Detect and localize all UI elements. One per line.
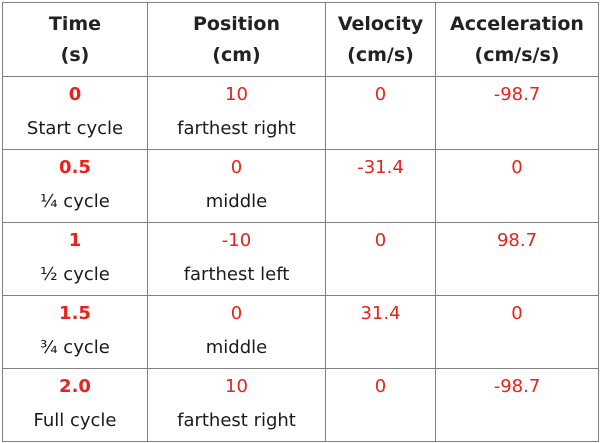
position-label: farthest left [183,264,290,285]
table-row: 0.5 ¼ cycle 0 middle -31.4 0 [2,149,599,223]
time-value: 2.0 [59,376,91,397]
header-velocity-title: Velocity [337,12,424,35]
time-label: ½ cycle [40,264,110,285]
header-row: Time (s) Position (cm) Velocity (cm/s) A… [2,2,599,77]
header-acceleration-title: Acceleration [450,12,584,35]
position-label: middle [205,191,268,212]
table-row: 1.5 ¾ cycle 0 middle 31.4 0 [2,295,599,369]
time-label: ¼ cycle [40,191,110,212]
time-cell: 0 Start cycle [2,76,148,150]
table-row: 1 ½ cycle -10 farthest left 0 98.7 [2,222,599,296]
acceleration-cell: 98.7 [435,222,599,296]
velocity-cell: 0 [325,222,436,296]
table-row: 0 Start cycle 10 farthest right 0 -98.7 [2,76,599,150]
time-value: 1.5 [59,303,91,324]
time-value: 1 [68,230,82,251]
acceleration-value: -98.7 [493,376,541,397]
time-cell: 1.5 ¾ cycle [2,295,148,369]
position-cell: 10 farthest right [147,368,326,442]
position-cell: 0 middle [147,295,326,369]
header-position-title: Position [193,12,280,35]
time-value: 0.5 [59,157,91,178]
time-cell: 0.5 ¼ cycle [2,149,148,223]
time-cell: 2.0 Full cycle [2,368,148,442]
acceleration-value: 98.7 [496,230,538,251]
time-value: 0 [68,84,82,105]
velocity-value: 0 [374,230,387,251]
position-label: farthest right [177,118,296,139]
acceleration-cell: 0 [435,149,599,223]
time-label: Start cycle [26,118,124,139]
table-row: 2.0 Full cycle 10 farthest right 0 -98.7 [2,368,599,442]
position-value: 10 [225,84,248,105]
header-acceleration: Acceleration (cm/s/s) [435,2,599,77]
position-cell: 10 farthest right [147,76,326,150]
position-value: 0 [230,303,243,324]
time-label: ¾ cycle [40,337,110,358]
position-value: 0 [230,157,243,178]
header-time: Time (s) [2,2,148,77]
header-time-title: Time [48,12,102,35]
velocity-cell: -31.4 [325,149,436,223]
header-acceleration-unit: (cm/s/s) [474,43,560,66]
header-position: Position (cm) [147,2,326,77]
position-label: farthest right [177,410,296,431]
acceleration-cell: -98.7 [435,368,599,442]
acceleration-cell: 0 [435,295,599,369]
velocity-value: -31.4 [357,157,404,178]
position-cell: 0 middle [147,149,326,223]
position-value: 10 [225,376,248,397]
position-value: -10 [221,230,252,251]
acceleration-value: 0 [511,303,523,324]
velocity-cell: 0 [325,76,436,150]
position-label: middle [205,337,268,358]
header-time-unit: (s) [60,43,90,66]
time-label: Full cycle [33,410,117,431]
acceleration-value: -98.7 [493,84,541,105]
header-velocity: Velocity (cm/s) [325,2,436,77]
velocity-value: 0 [374,84,387,105]
velocity-cell: 31.4 [325,295,436,369]
position-cell: -10 farthest left [147,222,326,296]
velocity-value: 0 [374,376,387,397]
time-cell: 1 ½ cycle [2,222,148,296]
header-velocity-unit: (cm/s) [347,43,414,66]
acceleration-cell: -98.7 [435,76,599,150]
header-position-unit: (cm) [212,43,261,66]
velocity-cell: 0 [325,368,436,442]
acceleration-value: 0 [511,157,523,178]
velocity-value: 31.4 [360,303,401,324]
